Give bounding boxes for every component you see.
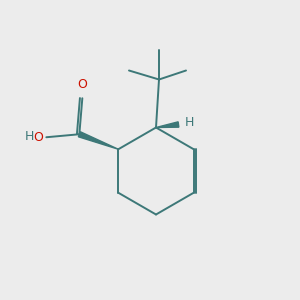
Polygon shape [78, 132, 118, 149]
Text: O: O [77, 78, 87, 91]
Text: H: H [25, 130, 34, 142]
Text: O: O [33, 131, 43, 144]
Polygon shape [156, 122, 179, 128]
Text: H: H [185, 116, 194, 130]
